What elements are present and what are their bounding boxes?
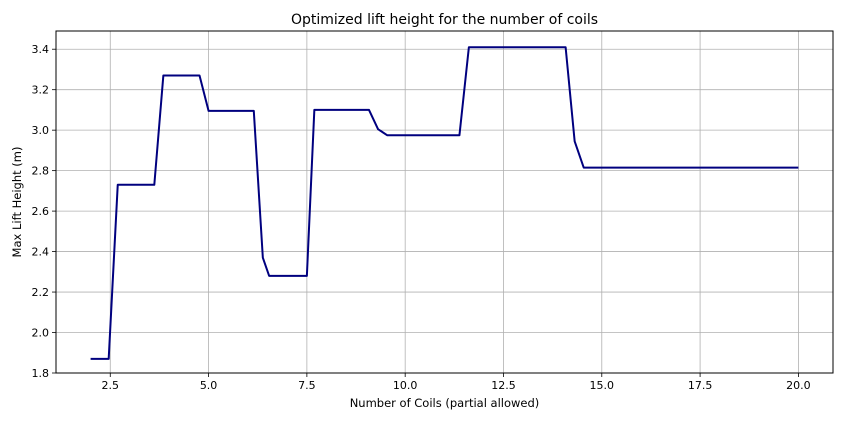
y-tick-label: 2.2 (32, 286, 50, 299)
y-tick-label: 2.0 (32, 327, 50, 340)
x-tick-label: 20.0 (786, 379, 811, 392)
x-axis-label: Number of Coils (partial allowed) (350, 396, 540, 410)
x-tick-label: 2.5 (102, 379, 120, 392)
y-axis-label: Max Lift Height (m) (10, 147, 24, 258)
chart-title: Optimized lift height for the number of … (291, 12, 598, 28)
y-tick-label: 2.8 (32, 165, 50, 178)
x-tick-label: 7.5 (298, 379, 316, 392)
y-axis-ticks: 1.8 2.0 2.2 2.4 2.6 2.8 3.0 3.2 3.4 (32, 43, 56, 380)
x-tick-label: 5.0 (200, 379, 218, 392)
y-tick-label: 3.0 (32, 124, 50, 137)
x-tick-label: 15.0 (590, 379, 615, 392)
plot-area-frame (55, 30, 834, 374)
y-tick-label: 2.6 (32, 205, 50, 218)
y-tick-label: 3.2 (32, 84, 50, 97)
line-layer (90, 46, 799, 360)
x-tick-label: 17.5 (688, 379, 713, 392)
x-axis-ticks: 2.5 5.0 7.5 10.0 12.5 15.0 17.5 20.0 (102, 373, 811, 392)
y-tick-label: 3.4 (32, 43, 50, 56)
y-tick-label: 1.8 (32, 367, 50, 380)
x-tick-label: 10.0 (393, 379, 418, 392)
x-tick-label: 12.5 (491, 379, 516, 392)
y-tick-label: 2.4 (32, 246, 50, 259)
series-line (90, 46, 799, 360)
